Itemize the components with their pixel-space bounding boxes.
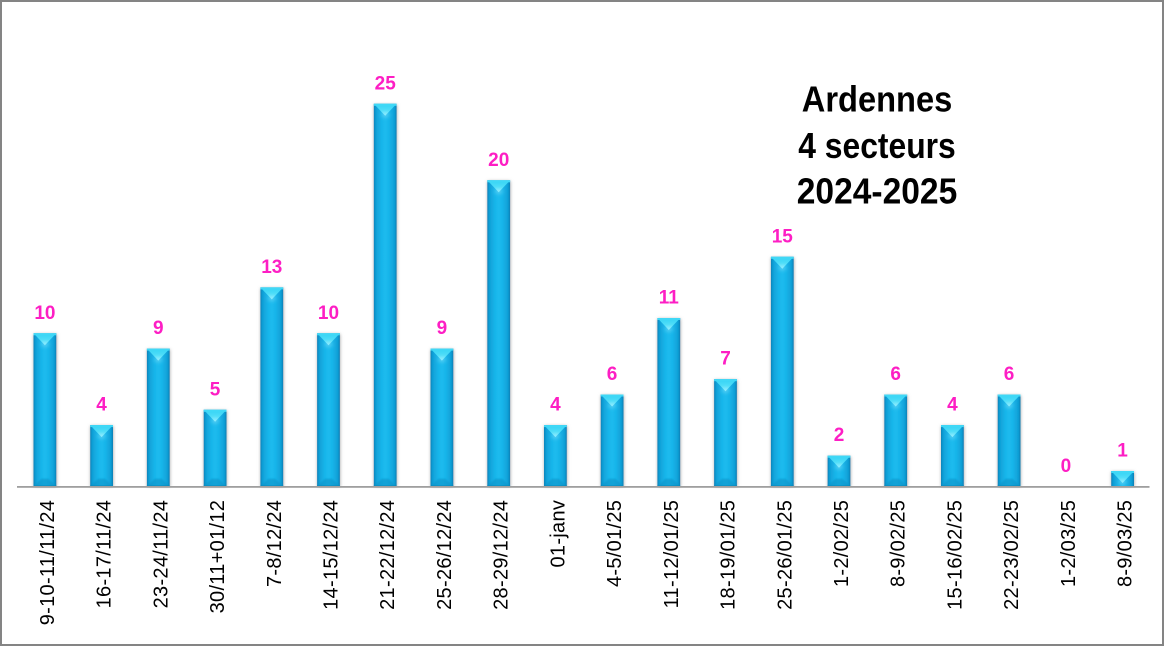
svg-text:22-23/02/25: 22-23/02/25 bbox=[1001, 500, 1023, 610]
svg-text:15-16/02/25: 15-16/02/25 bbox=[944, 500, 966, 610]
svg-text:8-9/03/25: 8-9/03/25 bbox=[1115, 500, 1137, 587]
svg-text:10: 10 bbox=[34, 303, 55, 324]
svg-text:23-24/11/24: 23-24/11/24 bbox=[150, 500, 172, 609]
svg-text:25-26/01/25: 25-26/01/25 bbox=[774, 500, 796, 610]
svg-text:18-19/01/25: 18-19/01/25 bbox=[718, 500, 740, 610]
svg-text:6: 6 bbox=[890, 364, 901, 385]
svg-text:4: 4 bbox=[947, 395, 958, 416]
svg-text:14-15/12/24: 14-15/12/24 bbox=[321, 500, 343, 610]
svg-text:11: 11 bbox=[659, 288, 680, 309]
svg-text:7-8/12/24: 7-8/12/24 bbox=[264, 500, 286, 587]
svg-text:01-janv: 01-janv bbox=[547, 500, 569, 568]
svg-text:16-17/11/24: 16-17/11/24 bbox=[94, 500, 116, 609]
svg-text:5: 5 bbox=[210, 379, 221, 400]
svg-text:1: 1 bbox=[1117, 441, 1128, 462]
svg-text:4: 4 bbox=[550, 395, 561, 416]
svg-text:13: 13 bbox=[261, 257, 282, 278]
svg-text:21-22/12/24: 21-22/12/24 bbox=[377, 500, 399, 610]
svg-text:15: 15 bbox=[772, 226, 794, 247]
svg-text:1-2/02/25: 1-2/02/25 bbox=[831, 500, 853, 587]
svg-text:9: 9 bbox=[437, 318, 448, 339]
svg-text:6: 6 bbox=[607, 364, 618, 385]
svg-text:9: 9 bbox=[153, 318, 164, 339]
svg-text:28-29/12/24: 28-29/12/24 bbox=[491, 500, 513, 610]
svg-text:10: 10 bbox=[318, 303, 339, 324]
svg-text:4: 4 bbox=[96, 395, 107, 416]
svg-text:25-26/12/24: 25-26/12/24 bbox=[434, 500, 456, 610]
svg-text:7: 7 bbox=[720, 349, 731, 370]
svg-text:6: 6 bbox=[1004, 364, 1015, 385]
svg-text:4 secteurs: 4 secteurs bbox=[798, 125, 956, 166]
svg-text:1-2/03/25: 1-2/03/25 bbox=[1058, 500, 1080, 587]
svg-text:20: 20 bbox=[488, 150, 509, 171]
svg-text:0: 0 bbox=[1061, 456, 1072, 477]
svg-text:25: 25 bbox=[375, 73, 397, 94]
svg-text:30/11+01/12: 30/11+01/12 bbox=[207, 500, 229, 614]
svg-text:Ardennes: Ardennes bbox=[802, 78, 953, 119]
svg-text:2: 2 bbox=[834, 425, 845, 446]
svg-text:11-12/01/25: 11-12/01/25 bbox=[661, 500, 683, 609]
svg-text:9-10-11/11/24: 9-10-11/11/24 bbox=[37, 500, 59, 625]
svg-text:8-9/02/25: 8-9/02/25 bbox=[888, 500, 910, 587]
svg-text:2024-2025: 2024-2025 bbox=[797, 170, 958, 211]
svg-text:4-5/01/25: 4-5/01/25 bbox=[604, 500, 626, 587]
